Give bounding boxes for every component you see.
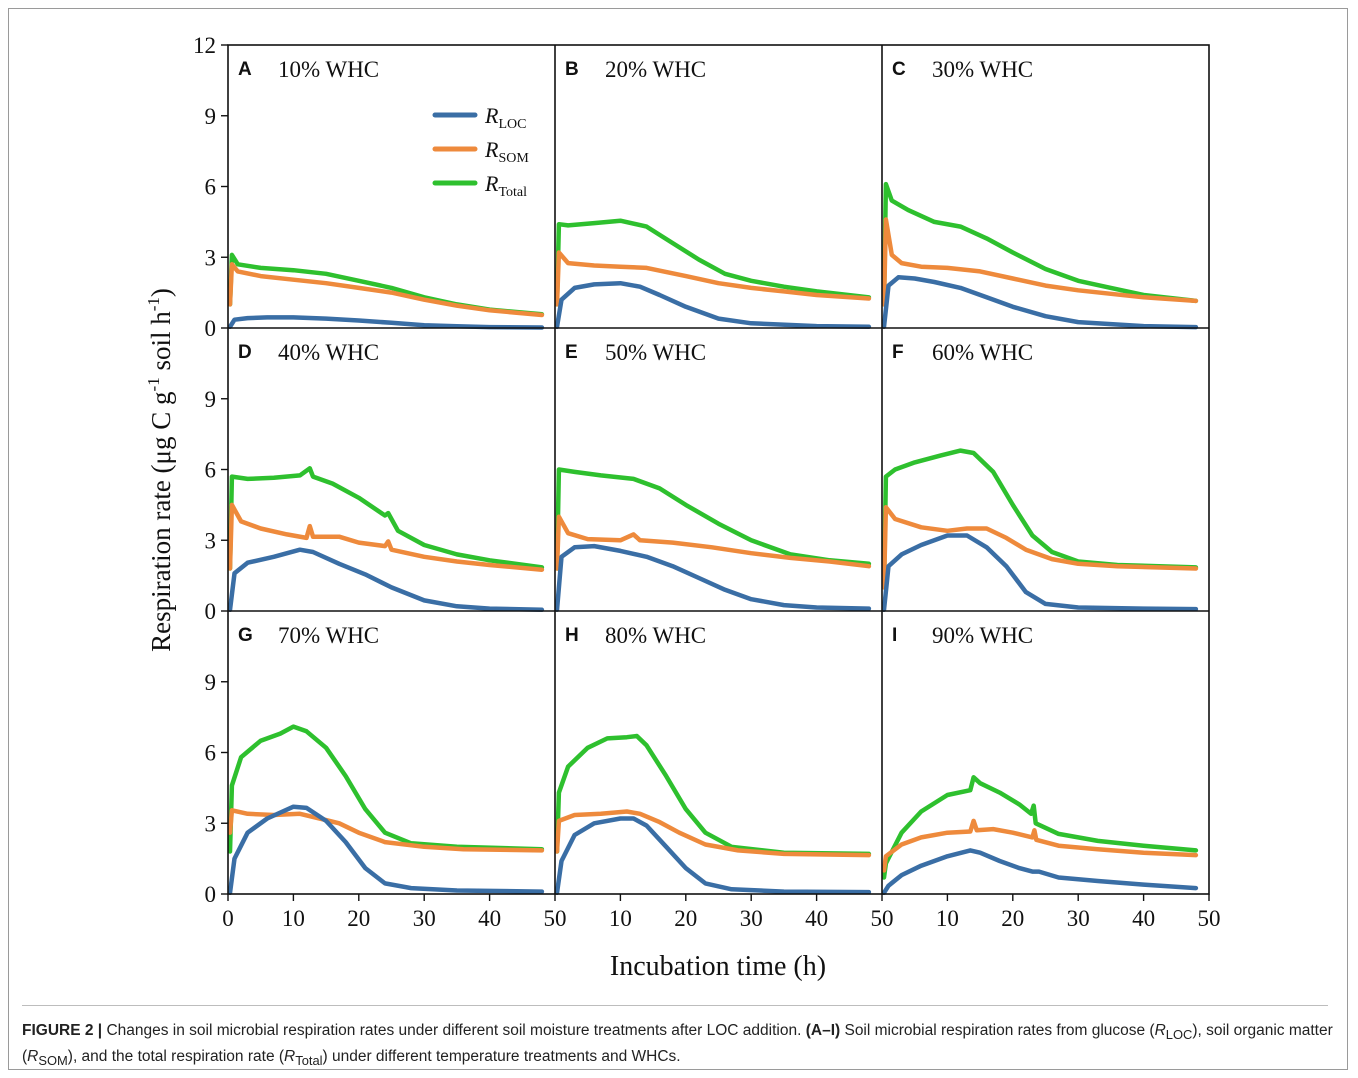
panel-borders xyxy=(227,44,1210,895)
x-tick-label: 50 xyxy=(871,906,894,931)
x-tick-label: 30 xyxy=(413,906,436,931)
series-line-som-i xyxy=(881,818,1199,873)
panel-title: 70% WHC xyxy=(278,623,379,648)
y-tick-label: 3 xyxy=(205,528,217,553)
y-tick-label: 6 xyxy=(205,458,217,483)
panel-h: H 80% WHC xyxy=(554,623,872,896)
series-line-som-d xyxy=(227,502,545,572)
y-tick-label: 6 xyxy=(205,741,217,766)
panel-letter: C xyxy=(892,59,906,80)
panel-letter: E xyxy=(565,342,578,363)
series-line-total-c xyxy=(881,181,1199,307)
series-line-total-d xyxy=(227,466,545,571)
panel-letter: H xyxy=(565,625,579,646)
series-line-total-e xyxy=(554,467,872,571)
x-tick-label: 50 xyxy=(1198,906,1221,931)
series-line-total-a xyxy=(227,252,545,317)
plot-border xyxy=(227,44,1210,895)
series-line-loc-f xyxy=(881,533,1199,613)
x-axis-label: Incubation time (h) xyxy=(610,951,826,982)
series-line-loc-a xyxy=(227,315,545,330)
y-tick-label: 0 xyxy=(205,316,217,341)
y-tick-label: 0 xyxy=(205,882,217,907)
x-tick-label: 30 xyxy=(1067,906,1090,931)
y-axis-label: Respiration rate (μg C g-1 soil h-1) xyxy=(144,288,176,652)
series-line-loc-e xyxy=(554,543,872,613)
x-tick-label: 40 xyxy=(478,906,501,931)
series-line-total-g xyxy=(227,724,545,854)
series-line-loc-d xyxy=(227,547,545,613)
panel-f: F 60% WHC xyxy=(881,340,1199,613)
series-line-som-e xyxy=(554,514,872,571)
panel-letter: D xyxy=(238,342,252,363)
figure-number: FIGURE 2 | xyxy=(22,1022,103,1039)
x-tick-label: 0 xyxy=(222,906,234,931)
panel-title: 50% WHC xyxy=(605,340,706,365)
series-line-som-a xyxy=(227,262,545,318)
x-tick-label: 10 xyxy=(936,906,959,931)
series-line-som-g xyxy=(227,808,545,853)
respiration-chart: A 10% WHC B 20% WHC C 30% WHC D 40% WHC E 50% WHC… xyxy=(144,33,1221,982)
x-tick-label: 40 xyxy=(805,906,828,931)
figure-caption: FIGURE 2 | Changes in soil microbial res… xyxy=(22,1022,1333,1069)
y-tick-label: 9 xyxy=(205,670,217,695)
legend-label: RTotal xyxy=(484,171,527,200)
series-line-som-c xyxy=(881,217,1199,307)
panel-b: B 20% WHC xyxy=(554,57,872,330)
panel-d: D 40% WHC xyxy=(227,340,545,613)
panel-title: 40% WHC xyxy=(278,340,379,365)
series-line-total-i xyxy=(881,775,1199,880)
series-line-loc-i xyxy=(881,848,1199,896)
panel-g: G 70% WHC xyxy=(227,623,545,896)
y-tick-label: 3 xyxy=(205,811,217,836)
legend-label: RSOM xyxy=(484,137,529,166)
series-line-som-f xyxy=(881,504,1199,590)
panel-a: A 10% WHC xyxy=(227,57,545,330)
panel-c: C 30% WHC xyxy=(881,57,1199,330)
series-line-loc-g xyxy=(227,804,545,896)
series-line-total-f xyxy=(881,448,1199,590)
panel-title: 60% WHC xyxy=(932,340,1033,365)
y-tick-label: 12 xyxy=(193,33,216,58)
panel-letter: I xyxy=(892,625,897,646)
x-tick-label: 20 xyxy=(347,906,370,931)
y-tick-label: 6 xyxy=(205,175,217,200)
panel-title: 10% WHC xyxy=(278,57,379,82)
x-tick-label: 30 xyxy=(740,906,763,931)
x-tick-label: 10 xyxy=(609,906,632,931)
figure-frame xyxy=(8,8,1348,1070)
panel-title: 90% WHC xyxy=(932,623,1033,648)
x-tick-label: 20 xyxy=(674,906,697,931)
legend-label: RLOC xyxy=(484,103,526,132)
series-line-som-b xyxy=(554,250,872,307)
y-tick-label: 9 xyxy=(205,104,217,129)
panel-e: E 50% WHC xyxy=(554,340,872,613)
panel-letter: F xyxy=(892,342,904,363)
series-line-loc-h xyxy=(554,816,872,896)
panel-range: (A–I) xyxy=(805,1022,841,1039)
y-tick-label: 0 xyxy=(205,599,217,624)
series-line-total-h xyxy=(554,733,872,857)
panel-title: 20% WHC xyxy=(605,57,706,82)
x-tick-label: 40 xyxy=(1132,906,1155,931)
series-line-loc-c xyxy=(881,275,1199,330)
panel-letter: B xyxy=(565,59,579,80)
panel-letter: A xyxy=(238,59,252,80)
series-line-loc-b xyxy=(554,280,872,330)
legend: RLOC RSOM RTotal xyxy=(432,103,529,200)
x-tick-label: 50 xyxy=(544,906,567,931)
x-tick-label: 20 xyxy=(1001,906,1024,931)
y-tick-label: 9 xyxy=(205,387,217,412)
caption-divider xyxy=(22,1005,1328,1006)
series-line-total-b xyxy=(554,218,872,307)
panel-i: I 90% WHC xyxy=(881,623,1199,896)
panel-title: 80% WHC xyxy=(605,623,706,648)
x-tick-label: 10 xyxy=(282,906,305,931)
series-line-som-h xyxy=(554,809,872,858)
panel-letter: G xyxy=(238,625,253,646)
y-tick-label: 3 xyxy=(205,245,217,270)
panel-title: 30% WHC xyxy=(932,57,1033,82)
